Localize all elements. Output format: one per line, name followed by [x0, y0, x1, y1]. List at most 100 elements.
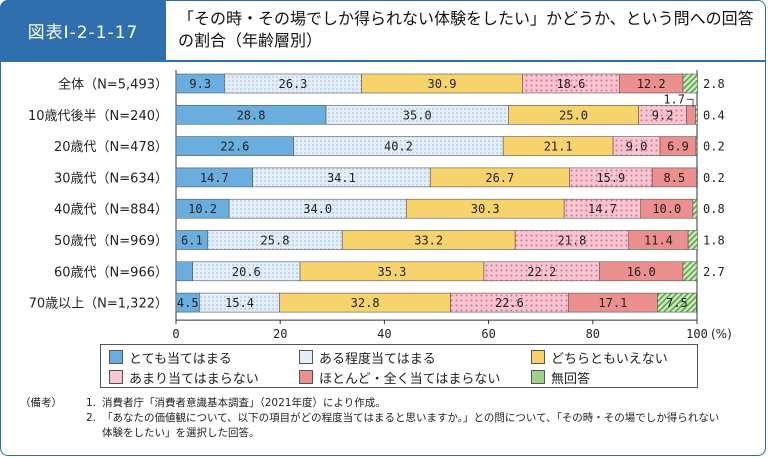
x-tick-label: 60	[481, 327, 495, 341]
legend-label-2: ある程度当てはまる	[319, 351, 436, 367]
category-label: 全体（N=5,493）	[58, 77, 168, 93]
data-label: 9.3	[189, 77, 211, 91]
data-label: 6.1	[181, 234, 203, 248]
data-label: 14.7	[200, 171, 229, 185]
data-label: 21.8	[558, 234, 587, 248]
figure-id: 図表Ⅰ-2-1-17	[0, 0, 166, 60]
category-label: 40歳代（N=884）	[54, 203, 168, 218]
data-label-outside: 0.2	[703, 171, 725, 185]
bar-segment	[695, 104, 698, 125]
note-text-1: 消費者庁「消費者意識基本調査」（2021年度）により作成。	[102, 397, 386, 409]
data-label: 35.3	[378, 265, 407, 279]
data-label-outside: 0.8	[703, 202, 725, 216]
data-label: 9.0	[626, 140, 648, 154]
legend-swatch-4	[109, 370, 123, 384]
data-label: 34.0	[303, 202, 332, 216]
data-label: 35.0	[403, 108, 432, 122]
data-label: 32.8	[351, 296, 380, 310]
bar-segment	[682, 73, 698, 94]
legend-item-2: ある程度当てはまる	[299, 347, 531, 367]
data-label-outside: 0.2	[703, 140, 725, 154]
bar-segment	[687, 230, 698, 250]
bar-segment	[695, 136, 698, 156]
bar-segment	[692, 198, 698, 219]
note-text-2: 「あなたの価値観について、以下の項目がどの程度当てはまると思いますか。」との問に…	[102, 412, 720, 439]
legend-label-5: ほとんど・全く当てはまらない	[319, 371, 501, 387]
data-label: 34.1	[327, 171, 356, 185]
notes-head: （備考）	[20, 397, 62, 409]
data-label-outside: 2.8	[703, 77, 725, 91]
note-row-1: （備考） 1. 消費者庁「消費者意識基本調査」（2021年度）により作成。	[20, 396, 760, 411]
data-label: 30.9	[428, 77, 457, 91]
category-label: 70歳以上（N=1,322）	[29, 297, 168, 312]
category-label: 30歳代（N=634）	[54, 171, 168, 186]
data-label: 25.8	[261, 234, 290, 248]
notes-block: （備考） 1. 消費者庁「消費者意識基本調査」（2021年度）により作成。 2.…	[20, 396, 760, 441]
legend-item-4: あまり当てはまらない	[109, 367, 299, 387]
bar-segment	[175, 261, 193, 282]
category-label: 50歳代（N=969）	[54, 234, 168, 249]
data-label: 22.6	[495, 296, 524, 310]
category-label: 60歳代（N=966）	[54, 265, 168, 280]
x-tick-label: 0	[172, 327, 179, 341]
data-label: 10.0	[652, 202, 681, 216]
legend-swatch-6	[531, 370, 545, 384]
data-label: 10.2	[188, 202, 217, 216]
note-row-2: 2. 「あなたの価値観について、以下の項目がどの程度当てはまると思いますか。」と…	[20, 411, 760, 441]
x-tick-label: 40	[377, 327, 391, 341]
legend-swatch-2	[299, 350, 313, 364]
data-label: 15.4	[225, 296, 254, 310]
chart-title: 「その時・その場でしか得られない体験をしたい」かどうか、という問への回答の割合（…	[178, 9, 754, 50]
data-label-outside: 2.7	[703, 265, 725, 279]
data-label: 12.2	[637, 77, 666, 91]
data-label: 33.2	[414, 234, 443, 248]
data-label: 26.7	[485, 171, 514, 185]
chart-legend: とても当てはまる ある程度当てはまる どちらともいえない あまり当てはまらない …	[100, 344, 698, 388]
bar-segment	[686, 104, 696, 125]
data-label: 30.3	[471, 202, 500, 216]
data-label: 14.7	[588, 202, 617, 216]
data-label: 15.9	[596, 171, 625, 185]
data-label: 8.5	[663, 171, 685, 185]
data-label: 25.0	[559, 108, 588, 122]
data-label: 9.2	[652, 108, 674, 122]
data-label: 18.6	[556, 77, 585, 91]
category-label: 20歳代（N=478）	[54, 140, 168, 155]
title-divider	[0, 60, 766, 62]
x-tick-label: 80	[586, 327, 600, 341]
data-label: 20.6	[232, 265, 261, 279]
legend-item-5: ほとんど・全く当てはまらない	[299, 367, 531, 387]
data-label: 22.2	[527, 265, 556, 279]
data-label-outside: 0.4	[703, 108, 725, 122]
category-label: 10歳代後半（N=240）	[28, 109, 168, 124]
data-label: 7.5	[666, 296, 688, 310]
bar-segment	[657, 292, 697, 313]
data-label: 40.2	[384, 140, 413, 154]
data-label-callout: 1.7	[663, 92, 685, 106]
note-number-2: 2.	[85, 412, 96, 424]
data-label: 17.1	[598, 296, 627, 310]
callout-line	[687, 98, 694, 108]
legend-item-6: 無回答	[531, 367, 701, 387]
data-label: 28.8	[237, 108, 266, 122]
legend-label-6: 無回答	[551, 371, 591, 387]
data-label: 21.1	[544, 140, 573, 154]
x-tick-label: 100	[686, 327, 708, 341]
bar-segment	[696, 167, 698, 188]
bar-segment	[682, 261, 698, 282]
data-label: 22.6	[220, 140, 249, 154]
legend-swatch-5	[299, 370, 313, 384]
data-label-outside: 1.8	[703, 234, 725, 248]
legend-item-1: とても当てはまる	[109, 347, 299, 367]
note-number-1: 1.	[85, 397, 96, 409]
legend-item-3: どちらともいえない	[531, 347, 701, 367]
stacked-bar-chart: 0 20 40 60 80 100 (%) 全体（N=5,493） 9.3 26.3 30.9 18…	[28, 70, 732, 341]
legend-label-3: どちらともいえない	[551, 351, 668, 367]
x-tick-label: 20	[273, 327, 287, 341]
legend-swatch-1	[109, 350, 123, 364]
data-label: 6.9	[667, 140, 689, 154]
data-label: 11.4	[644, 234, 673, 248]
data-label: 4.5	[177, 296, 199, 310]
legend-label-4: あまり当てはまらない	[129, 371, 259, 387]
